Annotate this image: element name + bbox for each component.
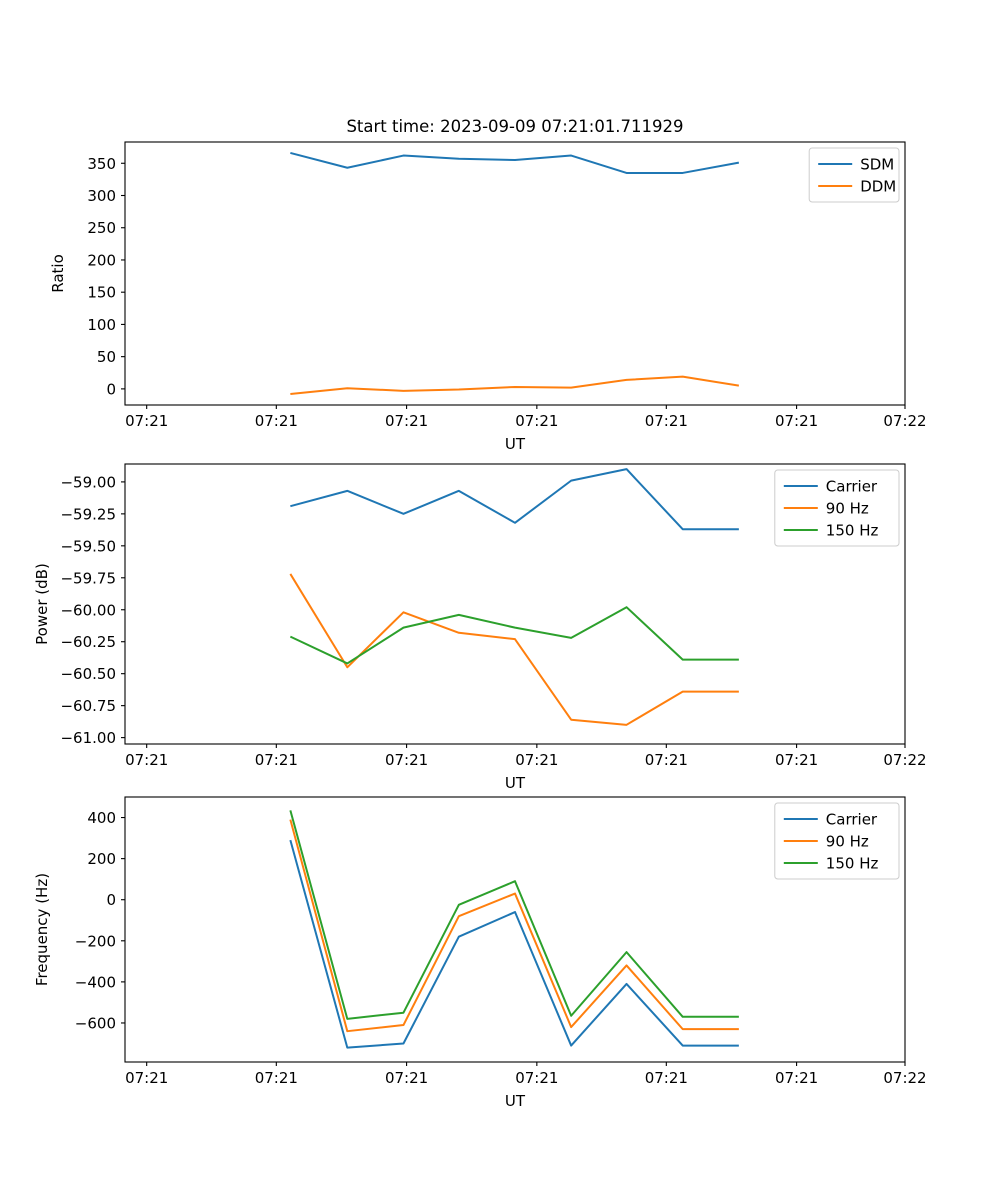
x-tick-label: 07:21 — [515, 751, 558, 769]
y-tick-label: 350 — [87, 155, 116, 173]
x-tick-label: 07:21 — [645, 412, 688, 430]
legend-label-sdm: SDM — [860, 156, 894, 174]
x-axis-label: UT — [505, 1092, 526, 1110]
y-axis-label: Ratio — [49, 254, 67, 293]
x-tick-label: 07:21 — [645, 751, 688, 769]
legend-label-carrier: Carrier — [826, 811, 878, 829]
y-tick-label: −600 — [75, 1014, 116, 1032]
y-tick-label: 300 — [87, 187, 116, 205]
x-axis-label: UT — [505, 774, 526, 792]
x-tick-label: 07:21 — [775, 751, 818, 769]
x-tick-label: 07:21 — [125, 412, 168, 430]
y-tick-label: −200 — [75, 932, 116, 950]
legend-label-90-hz: 90 Hz — [826, 500, 869, 518]
subplot-frequency: 07:21 07:21 07:21 07:21 07:21 07:21 07:22 400 20… — [33, 796, 927, 1110]
y-tick-label: −59.00 — [60, 473, 116, 491]
legend-label-carrier: Carrier — [826, 478, 878, 496]
x-tick-label: 07:21 — [255, 751, 298, 769]
y-tick-label: −60.75 — [60, 697, 116, 715]
y-tick-label: −61.00 — [60, 729, 116, 747]
y-tick-label: 0 — [106, 380, 116, 398]
y-tick-label: 200 — [87, 251, 116, 269]
x-tick-label: 07:22 — [883, 751, 926, 769]
legend-label-ddm: DDM — [860, 178, 896, 196]
y-tick-label: −60.25 — [60, 633, 116, 651]
x-tick-label: 07:21 — [775, 1069, 818, 1087]
y-tick-label: 50 — [97, 348, 116, 366]
series-line-90-hz — [289, 819, 739, 1033]
legend-background — [774, 802, 900, 880]
y-tick-label: 400 — [87, 809, 116, 827]
y-tick-label: 0 — [106, 891, 116, 909]
x-tick-label: 07:21 — [385, 412, 428, 430]
y-tick-label: 250 — [87, 219, 116, 237]
axes-frame — [124, 141, 906, 406]
subplot-power: 07:21 07:21 07:21 07:21 07:21 07:21 07:22 −59.0… — [33, 463, 927, 792]
legend-label-90-hz: 90 Hz — [826, 833, 869, 851]
y-tick-label: −60.50 — [60, 665, 116, 683]
y-tick-label: 200 — [87, 850, 116, 868]
y-tick-label: −59.25 — [60, 505, 116, 523]
x-tick-label: 07:21 — [255, 412, 298, 430]
y-tick-label: −400 — [75, 973, 116, 991]
x-axis-label: UT — [505, 435, 526, 453]
series-line-carrier — [289, 839, 739, 1049]
y-tick-label: 150 — [87, 284, 116, 302]
series-line-carrier — [290, 468, 739, 531]
y-axis-label: Frequency (Hz) — [33, 873, 51, 986]
series-line-90-hz — [289, 573, 739, 726]
plot-title: Start time: 2023-09-09 07:21:01.711929 — [346, 117, 683, 136]
x-tick-label: 07:21 — [385, 751, 428, 769]
legend-label-150-hz: 150 Hz — [826, 855, 879, 873]
y-tick-label: −59.75 — [60, 569, 116, 587]
series-line-ddm — [290, 375, 740, 396]
y-tick-label: −59.50 — [60, 537, 116, 555]
legend-background — [774, 469, 900, 547]
x-tick-label: 07:21 — [125, 1069, 168, 1087]
legend[interactable]: SDM DDM — [808, 147, 900, 203]
x-tick-label: 07:21 — [775, 412, 818, 430]
x-tick-label: 07:21 — [385, 1069, 428, 1087]
legend[interactable]: Carrier 90 Hz 150 Hz — [774, 469, 900, 547]
x-tick-label: 07:21 — [125, 751, 168, 769]
legend[interactable]: Carrier 90 Hz 150 Hz — [774, 802, 900, 880]
y-tick-label: 100 — [87, 316, 116, 334]
x-tick-label: 07:22 — [883, 412, 926, 430]
series-line-150-hz — [289, 606, 739, 665]
x-tick-label: 07:22 — [883, 1069, 926, 1087]
x-tick-label: 07:21 — [515, 1069, 558, 1087]
legend-label-150-hz: 150 Hz — [826, 522, 879, 540]
legend-background — [808, 147, 900, 203]
x-tick-label: 07:21 — [255, 1069, 298, 1087]
series-line-150-hz — [289, 810, 739, 1020]
x-tick-label: 07:21 — [645, 1069, 688, 1087]
subplot-ratio: 07:21 07:21 07:21 07:21 07:21 07:21 07:22 0 50 10… — [49, 117, 927, 453]
y-axis-label: Power (dB) — [33, 563, 51, 645]
x-tick-label: 07:21 — [515, 412, 558, 430]
y-tick-label: −60.00 — [60, 601, 116, 619]
series-line-sdm — [290, 151, 740, 174]
